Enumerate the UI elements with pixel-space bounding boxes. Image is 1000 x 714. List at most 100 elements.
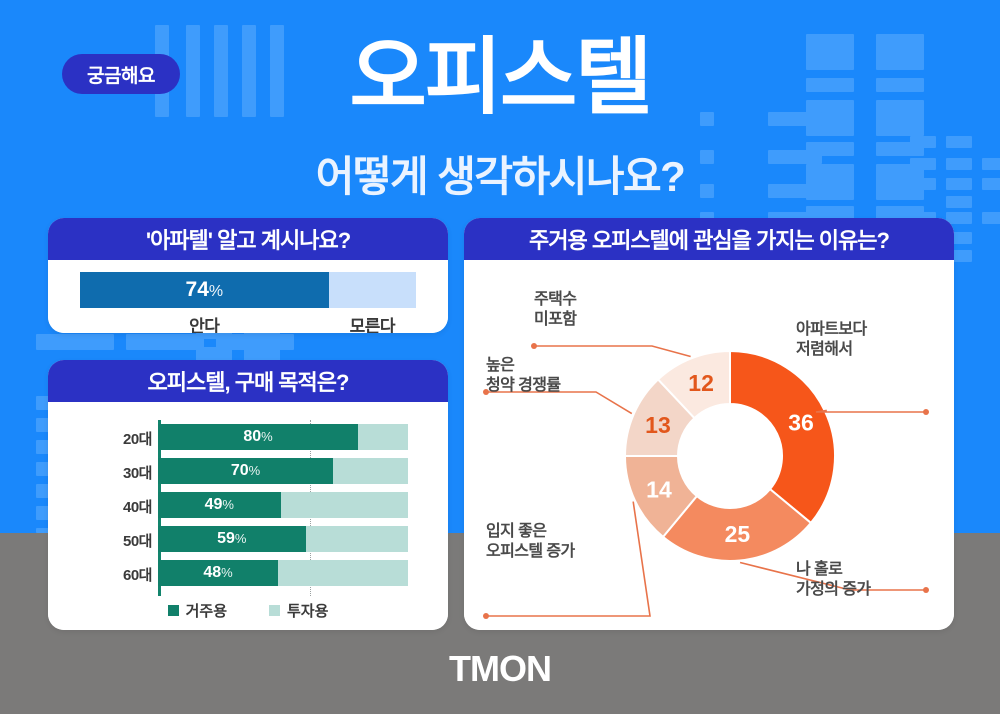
awareness-gauge-track: 74% bbox=[80, 272, 416, 308]
background-block bbox=[946, 158, 972, 170]
card3-header: 주거용 오피스텔에 관심을 가지는 이유는? bbox=[464, 218, 954, 260]
card2-header: 오피스텔, 구매 목적은? bbox=[48, 360, 448, 402]
bar-segment-investment bbox=[280, 492, 408, 518]
bar-value-label: 49% bbox=[204, 496, 234, 513]
background-block bbox=[126, 334, 204, 350]
donut-segment-value: 14 bbox=[646, 476, 672, 502]
donut-segment bbox=[729, 349, 836, 525]
bar-category-label: 40대 bbox=[123, 499, 153, 516]
background-block bbox=[196, 347, 232, 361]
awareness-label-unknown: 모른다 bbox=[349, 317, 396, 333]
bar-category-label: 60대 bbox=[123, 567, 153, 584]
legend-item-investment: 투자용 bbox=[269, 600, 328, 621]
legend-label-residence: 거주용 bbox=[185, 603, 227, 620]
donut-label-line2: 가정의 증가 bbox=[796, 580, 871, 598]
donut-leader-dot bbox=[923, 587, 929, 593]
donut-svg: 36 25 14 13 12 bbox=[483, 343, 929, 619]
background-block bbox=[700, 150, 714, 164]
card2-title: 오피스텔, 구매 목적은? bbox=[147, 370, 350, 395]
topic-badge: 궁금해요 bbox=[62, 54, 180, 94]
card-purchase-purpose: 오피스텔, 구매 목적은? 80% 20대 70% 30대 49% 40대 59% 50대 48… bbox=[48, 360, 448, 630]
bar-segment-investment bbox=[305, 526, 408, 552]
page-title: 오피스텔 bbox=[349, 30, 652, 124]
background-block bbox=[876, 100, 924, 136]
background-block bbox=[806, 34, 854, 70]
background-block bbox=[806, 78, 854, 92]
purpose-bar-chart: 80% 20대 70% 30대 49% 40대 59% 50대 48% 60대 거주용 투자용 bbox=[48, 402, 448, 630]
card3-body: 36 25 14 13 12 아파트보다 저렴해서 나 홀로 가정의 증가 입지 좋은 오피스텔 … bbox=[464, 260, 954, 630]
card1-body: 74% 안다 모른다 bbox=[48, 260, 448, 333]
donut-label: 높은 청약 경쟁률 bbox=[486, 356, 561, 395]
donut-leader-line bbox=[534, 345, 691, 358]
background-block bbox=[946, 136, 972, 148]
background-block bbox=[982, 212, 1000, 224]
bar-value-label: 80% bbox=[243, 428, 273, 445]
bar-row: 80% bbox=[158, 424, 408, 450]
bar-value-label: 70% bbox=[230, 462, 261, 479]
background-block bbox=[700, 184, 714, 198]
background-block bbox=[946, 212, 972, 224]
bar-row: 70% bbox=[158, 458, 408, 484]
bar-segment-investment bbox=[333, 458, 408, 484]
donut-label-line2: 저렴해서 bbox=[796, 340, 853, 358]
donut-label-line1: 아파트보다 bbox=[796, 321, 867, 338]
background-block bbox=[214, 25, 228, 117]
background-block bbox=[700, 112, 714, 126]
donut-leader-dot bbox=[483, 389, 489, 395]
legend-swatch-residence bbox=[167, 605, 179, 616]
donut-label-line1: 높은 bbox=[486, 357, 515, 374]
bar-category-label: 50대 bbox=[123, 533, 153, 550]
donut-leader-dot bbox=[531, 343, 537, 349]
background-block bbox=[910, 178, 936, 190]
donut-label-line2: 미포함 bbox=[534, 310, 577, 328]
card1-header: '아파텔' 알고 계시나요? bbox=[48, 218, 448, 260]
donut-label-line1: 나 홀로 bbox=[796, 561, 843, 578]
bar-value-label: 59% bbox=[217, 530, 247, 547]
background-block bbox=[186, 25, 200, 117]
page-subtitle: 어떻게 생각하시나요? bbox=[315, 153, 686, 200]
bar-row: 49% bbox=[158, 492, 408, 518]
background-block bbox=[982, 178, 1000, 190]
card-interest-reasons: 주거용 오피스텔에 관심을 가지는 이유는? 36 25 14 13 12 아파트보다 저… bbox=[464, 218, 954, 630]
background-block bbox=[242, 25, 256, 117]
bar-segment-residence: 59% bbox=[158, 526, 306, 552]
background-block bbox=[946, 178, 972, 190]
donut-leader-line bbox=[739, 561, 926, 591]
donut-segment bbox=[661, 487, 813, 562]
donut-segment bbox=[656, 349, 731, 420]
card1-title: '아파텔' 알고 계시나요? bbox=[145, 228, 351, 253]
background-block bbox=[270, 25, 284, 117]
donut-segment-value: 12 bbox=[688, 370, 714, 396]
donut-segment-value: 13 bbox=[645, 412, 671, 438]
bar-segment-residence: 70% bbox=[158, 458, 333, 484]
bar-category-label: 30대 bbox=[123, 465, 153, 482]
background-block bbox=[768, 150, 822, 164]
donut-label-line2: 오피스텔 증가 bbox=[486, 542, 575, 560]
donut-leader-line bbox=[486, 501, 651, 617]
legend-item-residence: 거주용 bbox=[167, 600, 227, 621]
background-block bbox=[946, 196, 972, 208]
background-block bbox=[876, 78, 924, 92]
card-apartel-awareness: '아파텔' 알고 계시나요? 74% 안다 모른다 bbox=[48, 218, 448, 333]
donut-segment-value: 36 bbox=[788, 410, 814, 436]
reasons-donut-chart: 36 25 14 13 12 아파트보다 저렴해서 나 홀로 가정의 증가 입지 좋은 오피스텔 … bbox=[464, 260, 954, 630]
card2-body: 80% 20대 70% 30대 49% 40대 59% 50대 48% 60대 거주용 투자용 bbox=[48, 402, 448, 630]
legend-swatch-investment bbox=[269, 605, 280, 616]
donut-leader-line bbox=[486, 391, 633, 415]
donut-label-line1: 주택수 bbox=[534, 291, 577, 308]
brand-logo: TMON bbox=[0, 648, 1000, 690]
legend-label-investment: 투자용 bbox=[287, 603, 329, 620]
background-block bbox=[768, 184, 822, 198]
background-block bbox=[768, 112, 822, 126]
donut-label-line1: 입지 좋은 bbox=[486, 523, 547, 540]
bar-segment-residence: 49% bbox=[158, 492, 281, 518]
bar-segment-investment bbox=[278, 560, 408, 586]
bar-category-label: 20대 bbox=[123, 431, 153, 448]
bar-segment-residence: 48% bbox=[158, 560, 278, 586]
background-block bbox=[244, 347, 280, 361]
background-block bbox=[910, 136, 936, 148]
card3-title: 주거용 오피스텔에 관심을 가지는 이유는? bbox=[529, 228, 890, 253]
